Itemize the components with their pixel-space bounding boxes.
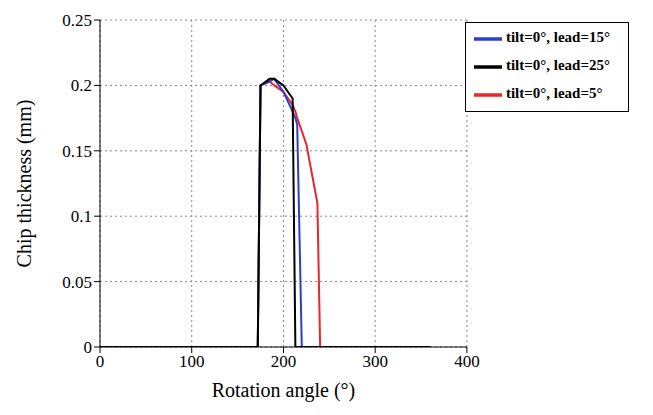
svg-text:100: 100	[179, 352, 205, 371]
svg-text:0.15: 0.15	[62, 142, 92, 161]
svg-text:200: 200	[271, 352, 297, 371]
svg-text:400: 400	[454, 352, 480, 371]
html-text:tilt=0°, lead=5°: tilt=0°, lead=5°	[505, 85, 603, 102]
html-text:tilt=0°, lead=25°: tilt=0°, lead=25°	[505, 57, 610, 74]
svg-text:0.1: 0.1	[71, 207, 92, 226]
svg-text:300: 300	[362, 352, 388, 371]
svg-text:0.05: 0.05	[62, 273, 92, 292]
html-text:tilt=0°, lead=15°: tilt=0°, lead=15°	[505, 29, 610, 46]
svg-text:0: 0	[84, 338, 93, 357]
svg-text:Rotation angle (°): Rotation angle (°)	[212, 379, 356, 402]
svg-text:0.2: 0.2	[71, 76, 92, 95]
svg-text:0.25: 0.25	[62, 11, 92, 30]
svg-text:Chip thickness (mm): Chip thickness (mm)	[13, 100, 36, 268]
svg-text:0: 0	[96, 352, 105, 371]
